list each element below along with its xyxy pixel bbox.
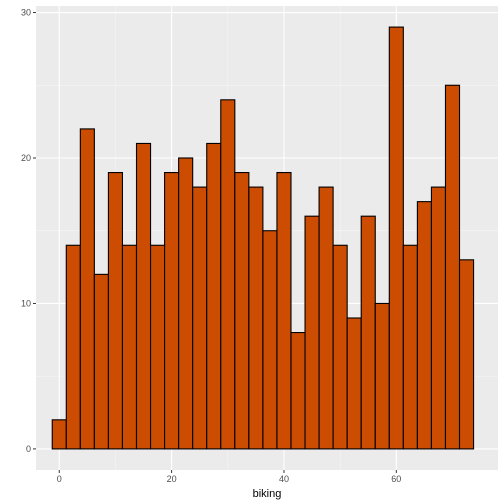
bar xyxy=(164,171,180,450)
bar xyxy=(374,302,390,450)
x-tick-label: 20 xyxy=(167,474,177,484)
bar xyxy=(332,244,348,450)
y-tick-label: 10 xyxy=(21,298,31,308)
bar xyxy=(318,186,334,450)
bar xyxy=(388,26,404,450)
bar xyxy=(290,331,306,450)
bar xyxy=(304,215,320,450)
bar xyxy=(416,201,432,450)
bar xyxy=(149,244,166,450)
bar xyxy=(444,84,461,450)
y-tick-label: 20 xyxy=(21,153,31,163)
bar xyxy=(93,273,109,450)
bar xyxy=(192,186,208,450)
y-axis-ticks: 0 10 20 30 xyxy=(21,8,36,454)
bar xyxy=(248,186,264,450)
bar xyxy=(276,171,292,450)
x-axis-ticks: 0 20 40 60 xyxy=(57,470,401,484)
x-tick-label: 0 xyxy=(57,474,62,484)
bar xyxy=(65,244,81,450)
bar xyxy=(402,244,418,450)
bar xyxy=(135,142,152,450)
bar xyxy=(178,157,194,450)
x-tick-label: 40 xyxy=(279,474,289,484)
bar xyxy=(430,186,447,450)
bar xyxy=(458,259,475,450)
bar xyxy=(262,230,278,450)
y-tick-label: 0 xyxy=(26,444,31,454)
bar xyxy=(121,244,138,450)
bar xyxy=(360,215,376,450)
x-axis-title: biking xyxy=(253,488,282,500)
bar xyxy=(220,99,236,450)
bar xyxy=(206,142,222,450)
bar xyxy=(346,317,362,450)
y-tick-label: 30 xyxy=(21,8,31,18)
bars-group xyxy=(51,26,475,450)
bar xyxy=(107,171,124,450)
bar xyxy=(51,419,67,450)
x-tick-label: 60 xyxy=(391,474,401,484)
bar xyxy=(234,171,250,450)
bar xyxy=(79,128,95,450)
